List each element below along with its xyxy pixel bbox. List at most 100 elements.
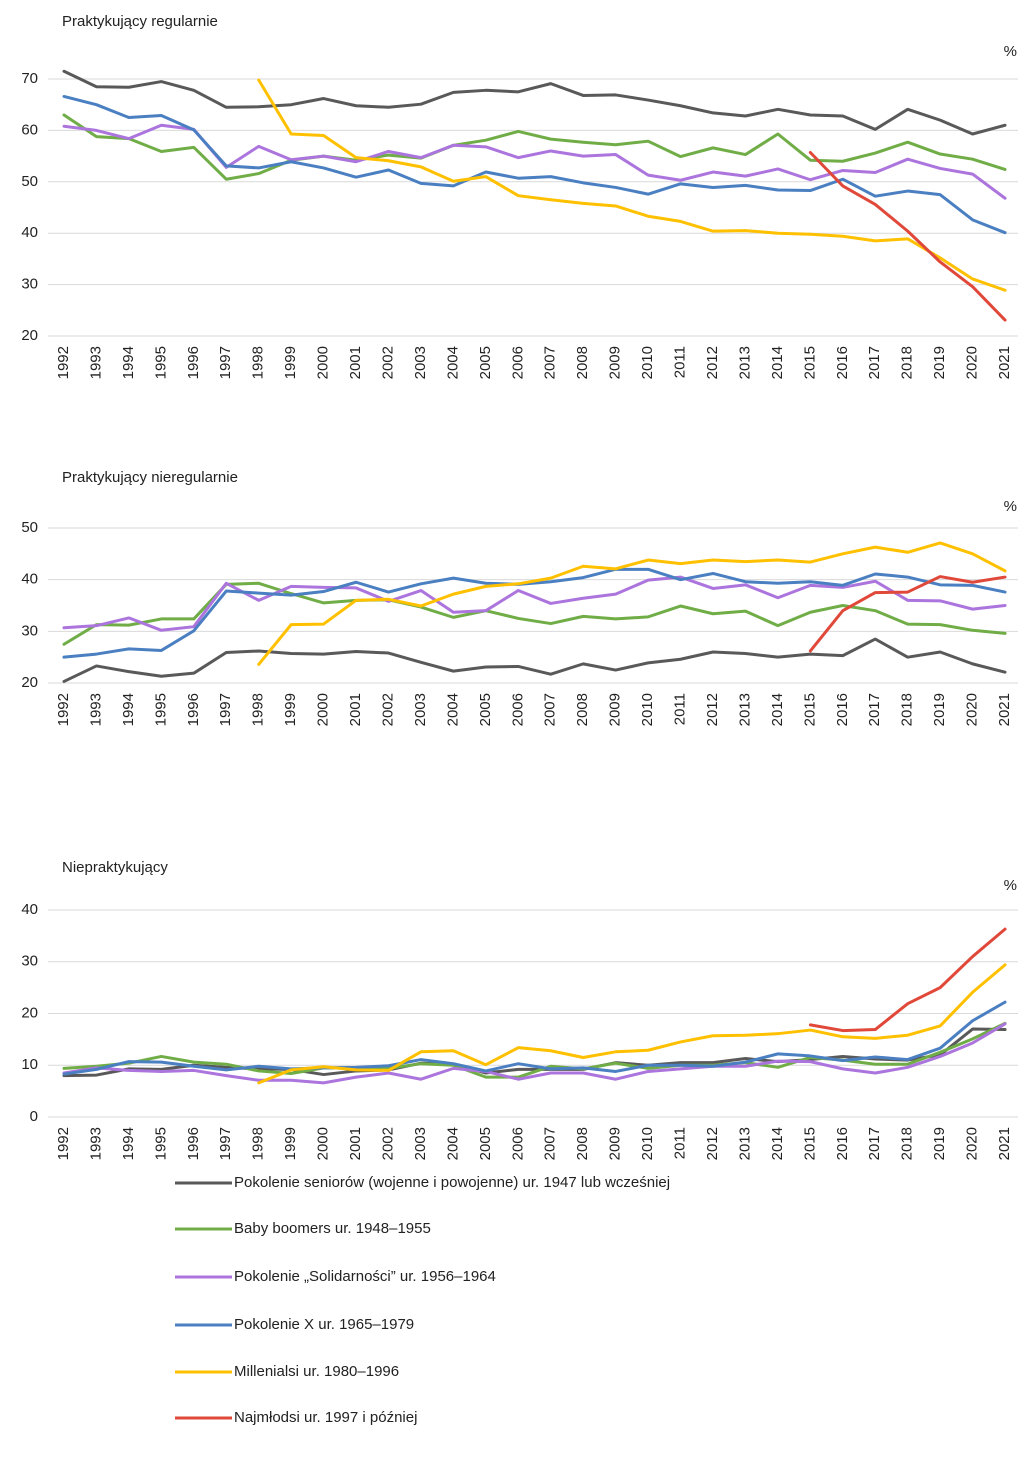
x-tick-label: 2016 <box>834 693 851 726</box>
x-tick-label: 1997 <box>217 346 234 379</box>
x-tick-label: 2005 <box>477 1127 494 1160</box>
x-tick-label: 2019 <box>931 346 948 379</box>
x-tick-label: 2020 <box>964 693 981 726</box>
series-line: Millenialsi ur. 1980–1996 <box>257 78 1007 292</box>
x-tick-label: 2020 <box>964 1127 981 1160</box>
x-tick-label: 2015 <box>801 346 818 379</box>
y-tick-label: 40 <box>21 571 38 588</box>
x-tick-label: 2012 <box>704 346 721 379</box>
legend-label: Baby boomers ur. 1948–1955 <box>234 1220 431 1237</box>
series-line: Pokolenie seniorów (wojenne i powojenne)… <box>62 69 1007 136</box>
x-tick-label: 2006 <box>509 693 526 726</box>
x-tick-label: 2020 <box>964 346 981 379</box>
series-line: Pokolenie „Solidarności” ur. 1956–1964 <box>62 575 1007 632</box>
y-tick-label: 20 <box>21 327 38 344</box>
series-line: Pokolenie X ur. 1965–1979 <box>62 94 1007 235</box>
x-tick-label: 2000 <box>315 346 332 379</box>
x-tick-label: 2017 <box>866 1127 883 1160</box>
legend-label: Pokolenie „Solidarności” ur. 1956–1964 <box>234 1268 496 1285</box>
series-line: Pokolenie seniorów (wojenne i powojenne)… <box>62 637 1007 683</box>
x-tick-label: 2003 <box>412 1127 429 1160</box>
x-tick-label: 1997 <box>217 693 234 726</box>
x-tick-label: 1992 <box>55 346 72 379</box>
x-tick-label: 2004 <box>444 346 461 379</box>
legend-label: Pokolenie X ur. 1965–1979 <box>234 1316 414 1333</box>
y-tick-label: 30 <box>21 953 38 970</box>
x-tick-label: 2008 <box>574 1127 591 1160</box>
x-tick-label: 2001 <box>347 346 364 379</box>
x-tick-label: 1994 <box>120 693 137 726</box>
x-tick-label: 2017 <box>866 693 883 726</box>
x-tick-label: 2002 <box>379 1127 396 1160</box>
y-tick-label: 70 <box>21 70 38 87</box>
chart-title: Praktykujący regularnie <box>62 13 218 30</box>
y-tick-label: 40 <box>21 224 38 241</box>
x-tick-label: 2007 <box>542 1127 559 1160</box>
x-tick-label: 1996 <box>185 693 202 726</box>
series-line: Pokolenie seniorów (wojenne i powojenne)… <box>62 1027 1007 1078</box>
x-tick-label: 2015 <box>801 1127 818 1160</box>
x-tick-label: 2013 <box>736 346 753 379</box>
y-tick-label: 20 <box>21 1004 38 1021</box>
x-tick-label: 2006 <box>509 1127 526 1160</box>
y-tick-label: 50 <box>21 173 38 190</box>
y-tick-label: 10 <box>21 1056 38 1073</box>
x-tick-label: 2010 <box>639 346 656 379</box>
x-tick-label: 2016 <box>834 1127 851 1160</box>
series-line: Najmłodsi ur. 1997 i później <box>808 575 1007 653</box>
x-tick-label: 1999 <box>282 1127 299 1160</box>
y-tick-label: 0 <box>30 1108 38 1125</box>
x-tick-label: 1999 <box>282 346 299 379</box>
x-tick-label: 2011 <box>672 346 689 378</box>
x-tick-label: 2006 <box>509 346 526 379</box>
series-line: Najmłodsi ur. 1997 i później <box>808 151 1007 322</box>
x-tick-label: 2016 <box>834 346 851 379</box>
series-line: Millenialsi ur. 1980–1996 <box>257 963 1007 1085</box>
series-line: Pokolenie X ur. 1965–1979 <box>62 1000 1007 1076</box>
x-tick-label: 1994 <box>120 346 137 379</box>
x-tick-label: 2018 <box>899 693 916 726</box>
x-tick-label: 2011 <box>672 693 689 725</box>
x-tick-label: 1993 <box>87 1127 104 1160</box>
x-tick-label: 2012 <box>704 693 721 726</box>
x-tick-label: 2018 <box>899 1127 916 1160</box>
x-tick-label: 2003 <box>412 693 429 726</box>
x-tick-label: 1999 <box>282 693 299 726</box>
series-line: Najmłodsi ur. 1997 i później <box>808 927 1007 1033</box>
x-tick-label: 1995 <box>152 346 169 379</box>
x-tick-label: 2004 <box>444 1127 461 1160</box>
x-tick-label: 2010 <box>639 693 656 726</box>
x-tick-label: 2014 <box>769 346 786 379</box>
x-tick-label: 1998 <box>250 693 267 726</box>
x-tick-label: 1997 <box>217 1127 234 1160</box>
x-tick-label: 2002 <box>379 346 396 379</box>
x-tick-label: 1992 <box>55 1127 72 1160</box>
x-tick-label: 1993 <box>87 346 104 379</box>
x-tick-label: 2021 <box>996 346 1013 379</box>
x-tick-label: 2014 <box>769 693 786 726</box>
y-tick-label: 50 <box>21 519 38 536</box>
x-tick-label: 2001 <box>347 693 364 726</box>
x-tick-label: 2000 <box>315 1127 332 1160</box>
x-tick-label: 2021 <box>996 1127 1013 1160</box>
x-tick-label: 2009 <box>607 346 624 379</box>
chart-title: Niepraktykujący <box>62 859 168 876</box>
x-tick-label: 2010 <box>639 1127 656 1160</box>
x-tick-label: 2001 <box>347 1127 364 1160</box>
x-tick-label: 2017 <box>866 346 883 379</box>
unit-label: % <box>1004 877 1017 894</box>
x-tick-label: 1996 <box>185 346 202 379</box>
x-tick-label: 2013 <box>736 693 753 726</box>
x-tick-label: 1992 <box>55 693 72 726</box>
x-tick-label: 2009 <box>607 693 624 726</box>
x-tick-label: 2014 <box>769 1127 786 1160</box>
y-tick-label: 40 <box>21 901 38 918</box>
x-tick-label: 1998 <box>250 346 267 379</box>
series-line: Millenialsi ur. 1980–1996 <box>257 541 1007 666</box>
chart-title: Praktykujący nieregularnie <box>62 469 238 486</box>
x-tick-label: 2009 <box>607 1127 624 1160</box>
unit-label: % <box>1004 498 1017 515</box>
x-tick-label: 2003 <box>412 346 429 379</box>
series-line: Pokolenie „Solidarności” ur. 1956–1964 <box>62 1022 1007 1085</box>
